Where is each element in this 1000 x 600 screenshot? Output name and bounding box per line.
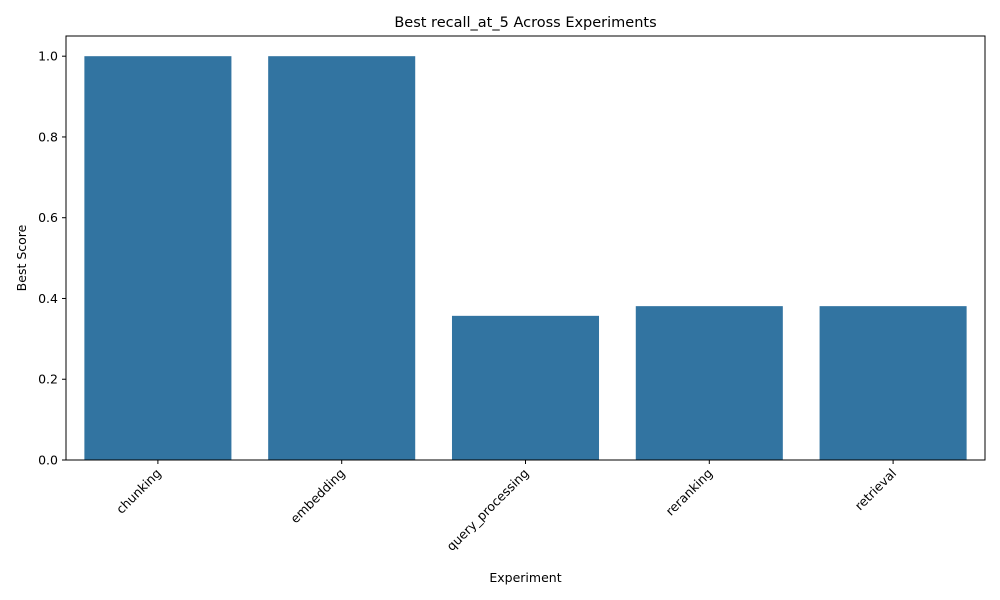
y-tick-label: 0.8 bbox=[38, 129, 58, 144]
x-axis-label: Experiment bbox=[489, 570, 561, 585]
bar-reranking bbox=[635, 306, 783, 460]
chart-title: Best recall_at_5 Across Experiments bbox=[394, 15, 656, 31]
x-axis-ticks: chunking embedding query_processing reranki… bbox=[113, 460, 899, 554]
y-tick-label: 0.0 bbox=[38, 453, 58, 468]
plot-area: chunking embedding query_processing reranki… bbox=[38, 35, 986, 554]
x-tick-label: query_processing bbox=[443, 466, 531, 554]
y-tick-label: 1.0 bbox=[38, 49, 58, 64]
bar-embedding bbox=[268, 56, 416, 460]
y-tick-label: 0.6 bbox=[38, 210, 58, 225]
bars-group bbox=[84, 56, 967, 460]
x-tick-label: retrieval bbox=[852, 466, 900, 514]
y-axis-ticks: 0.0 0.2 0.4 0.6 0.8 1.0 bbox=[38, 49, 66, 468]
x-tick-label: reranking bbox=[662, 466, 715, 519]
y-tick-label: 0.2 bbox=[38, 372, 58, 387]
bar-retrieval bbox=[819, 306, 967, 460]
x-tick-label: embedding bbox=[287, 466, 348, 527]
bar-chunking bbox=[84, 56, 232, 460]
y-axis-label: Best Score bbox=[14, 224, 29, 291]
axes-frame bbox=[65, 35, 986, 461]
bar-query-processing bbox=[451, 315, 600, 460]
y-tick-label: 0.4 bbox=[38, 291, 58, 306]
x-tick-label: chunking bbox=[113, 466, 164, 517]
